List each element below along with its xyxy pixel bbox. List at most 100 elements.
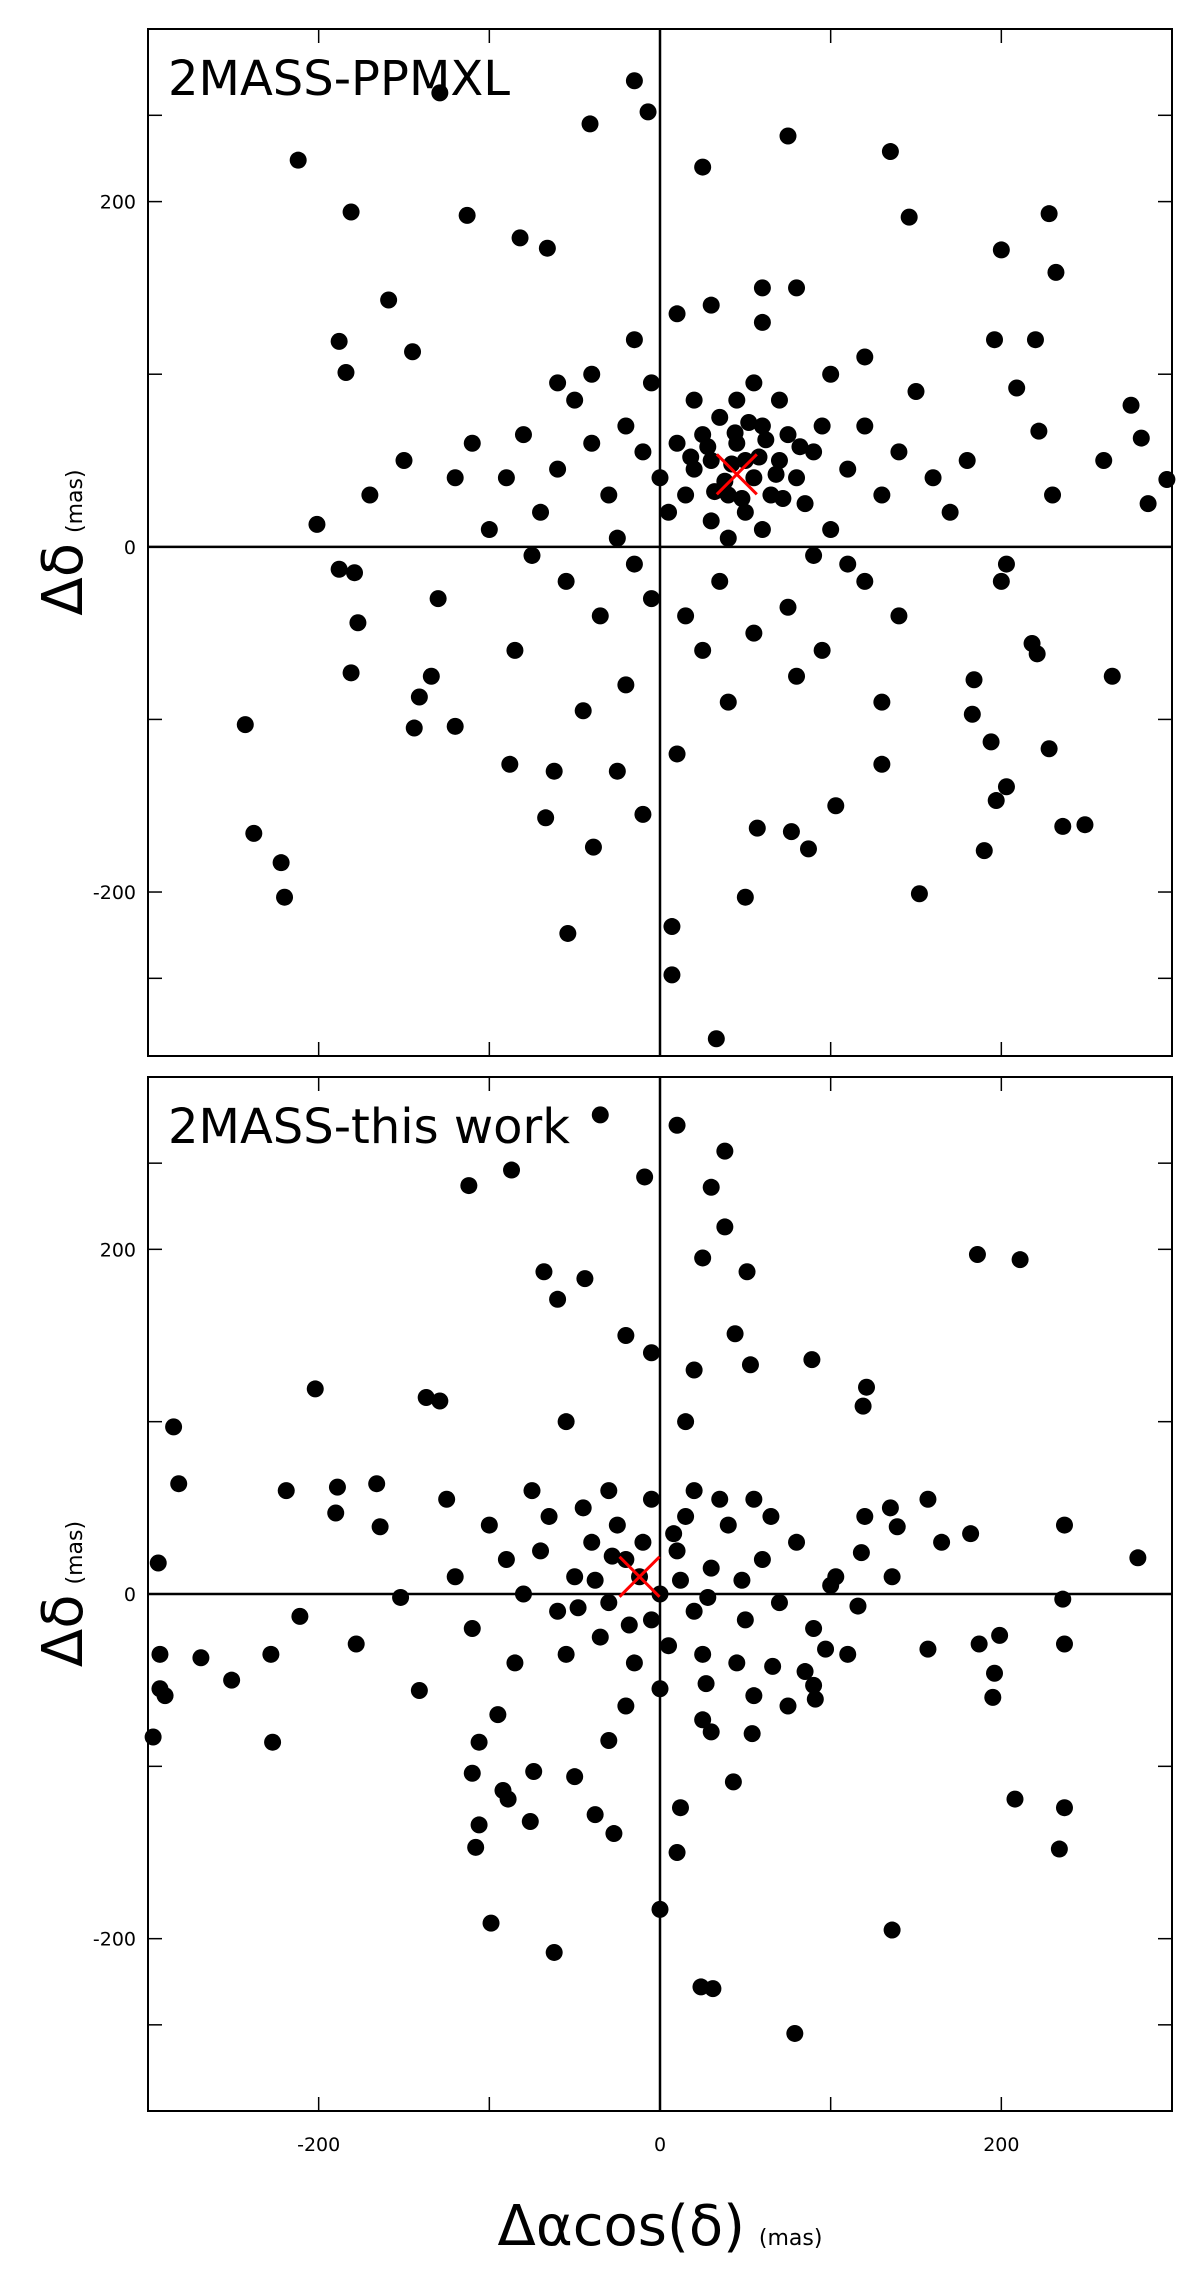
data-point (788, 1533, 806, 1551)
data-point (697, 1675, 715, 1693)
data-point (770, 452, 788, 470)
data-point (888, 1518, 906, 1536)
data-point (272, 854, 290, 872)
data-point (591, 1628, 609, 1646)
data-point (642, 374, 660, 392)
data-point (1055, 1635, 1073, 1653)
data-point (545, 762, 563, 780)
data-point (900, 208, 918, 226)
data-point (625, 331, 643, 349)
data-point (497, 1551, 515, 1569)
data-point (463, 434, 481, 452)
data-point (192, 1649, 210, 1667)
data-point (694, 641, 712, 659)
data-point (1129, 1549, 1147, 1567)
data-point (625, 1654, 643, 1672)
data-point (651, 1680, 669, 1698)
data-point (719, 1516, 737, 1534)
data-point (591, 1106, 609, 1124)
data-point (694, 158, 712, 176)
data-point (726, 424, 744, 442)
data-point (566, 391, 584, 409)
data-point (822, 1576, 840, 1594)
data-point (668, 745, 686, 763)
data-point (467, 1838, 485, 1856)
data-point (506, 641, 524, 659)
data-point (748, 819, 766, 837)
data-point (799, 840, 817, 858)
data-point (992, 241, 1010, 259)
data-point (608, 529, 626, 547)
data-point (711, 1490, 729, 1508)
data-point (591, 607, 609, 625)
data-point (417, 1389, 435, 1407)
data-point (671, 1799, 689, 1817)
data-point (308, 515, 326, 533)
data-point (489, 1706, 507, 1724)
data-point (839, 555, 857, 573)
data-point (634, 1533, 652, 1551)
data-point (813, 417, 831, 435)
data-point (757, 431, 775, 449)
data-point (753, 279, 771, 297)
data-point (753, 521, 771, 539)
data-point (822, 521, 840, 539)
data-point (711, 408, 729, 426)
data-point (881, 143, 899, 161)
data-point (342, 664, 360, 682)
data-point (1103, 667, 1121, 685)
data-point (523, 1482, 541, 1500)
data-point (728, 1654, 746, 1672)
data-point (330, 560, 348, 578)
data-point (151, 1645, 169, 1663)
y-tick-label: -200 (93, 1929, 136, 1951)
data-point (719, 529, 737, 547)
data-point (538, 239, 556, 257)
data-point (965, 671, 983, 689)
data-point (702, 1178, 720, 1196)
data-point (745, 1490, 763, 1508)
data-point (583, 365, 601, 383)
data-point (716, 472, 734, 490)
data-point (668, 434, 686, 452)
data-point (745, 374, 763, 392)
data-point (291, 1607, 309, 1625)
data-point (458, 206, 476, 224)
data-point (805, 1619, 823, 1637)
data-point (982, 733, 1000, 751)
data-point (549, 1290, 567, 1308)
data-point (431, 1392, 449, 1410)
data-point (306, 1380, 324, 1398)
data-point (699, 438, 717, 456)
data-point (770, 391, 788, 409)
data-point (514, 1585, 532, 1603)
data-point (805, 1676, 823, 1694)
data-point (962, 1525, 980, 1543)
data-point (1030, 422, 1048, 440)
data-point (788, 667, 806, 685)
x-tick-label: 200 (983, 2134, 1019, 2156)
data-point (817, 1640, 835, 1658)
data-point (997, 555, 1015, 573)
data-point (532, 1542, 550, 1560)
data-point (788, 469, 806, 487)
data-point (361, 486, 379, 504)
data-point (514, 426, 532, 444)
data-point (581, 115, 599, 133)
data-point (719, 486, 737, 504)
data-point (764, 1657, 782, 1675)
data-point (1158, 470, 1176, 488)
data-point (873, 755, 891, 773)
data-point (620, 1616, 638, 1634)
data-point (660, 1637, 678, 1655)
data-point (677, 1507, 695, 1525)
data-point (726, 1325, 744, 1343)
data-point (883, 1568, 901, 1586)
data-point (743, 1725, 761, 1743)
data-point (506, 1654, 524, 1672)
data-point (699, 1588, 717, 1606)
y-axis-label: Δδ (mas) (31, 469, 96, 615)
data-point (634, 443, 652, 461)
data-point (806, 1690, 824, 1708)
data-point (608, 762, 626, 780)
